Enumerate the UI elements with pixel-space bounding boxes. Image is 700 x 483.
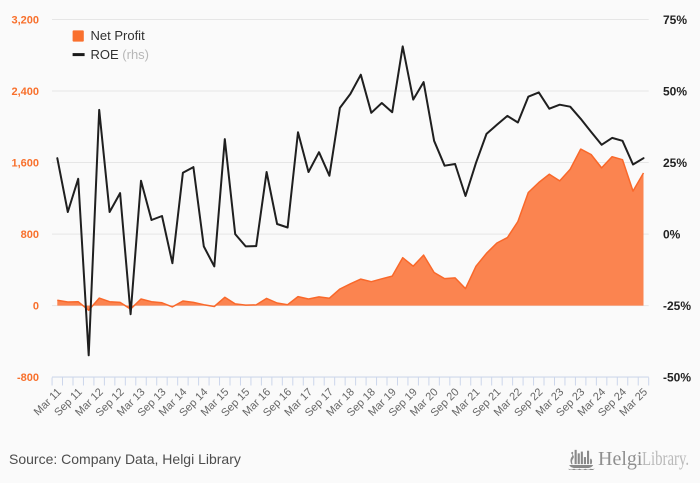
svg-text:0: 0 — [33, 301, 39, 313]
svg-text:ROE (rhs): ROE (rhs) — [91, 47, 150, 62]
svg-text:-25%: -25% — [663, 299, 691, 313]
svg-text:-50%: -50% — [663, 371, 691, 385]
svg-text:2,400: 2,400 — [11, 86, 39, 98]
svg-text:75%: 75% — [663, 13, 687, 27]
svg-text:Net Profit: Net Profit — [91, 28, 146, 43]
svg-text:1,600: 1,600 — [11, 158, 39, 170]
svg-text:3,200: 3,200 — [11, 15, 39, 27]
svg-text:-800: -800 — [17, 372, 39, 384]
svg-text:25%: 25% — [663, 156, 687, 170]
svg-text:50%: 50% — [663, 85, 687, 99]
svg-text:800: 800 — [21, 229, 39, 241]
svg-text:0%: 0% — [663, 228, 681, 242]
